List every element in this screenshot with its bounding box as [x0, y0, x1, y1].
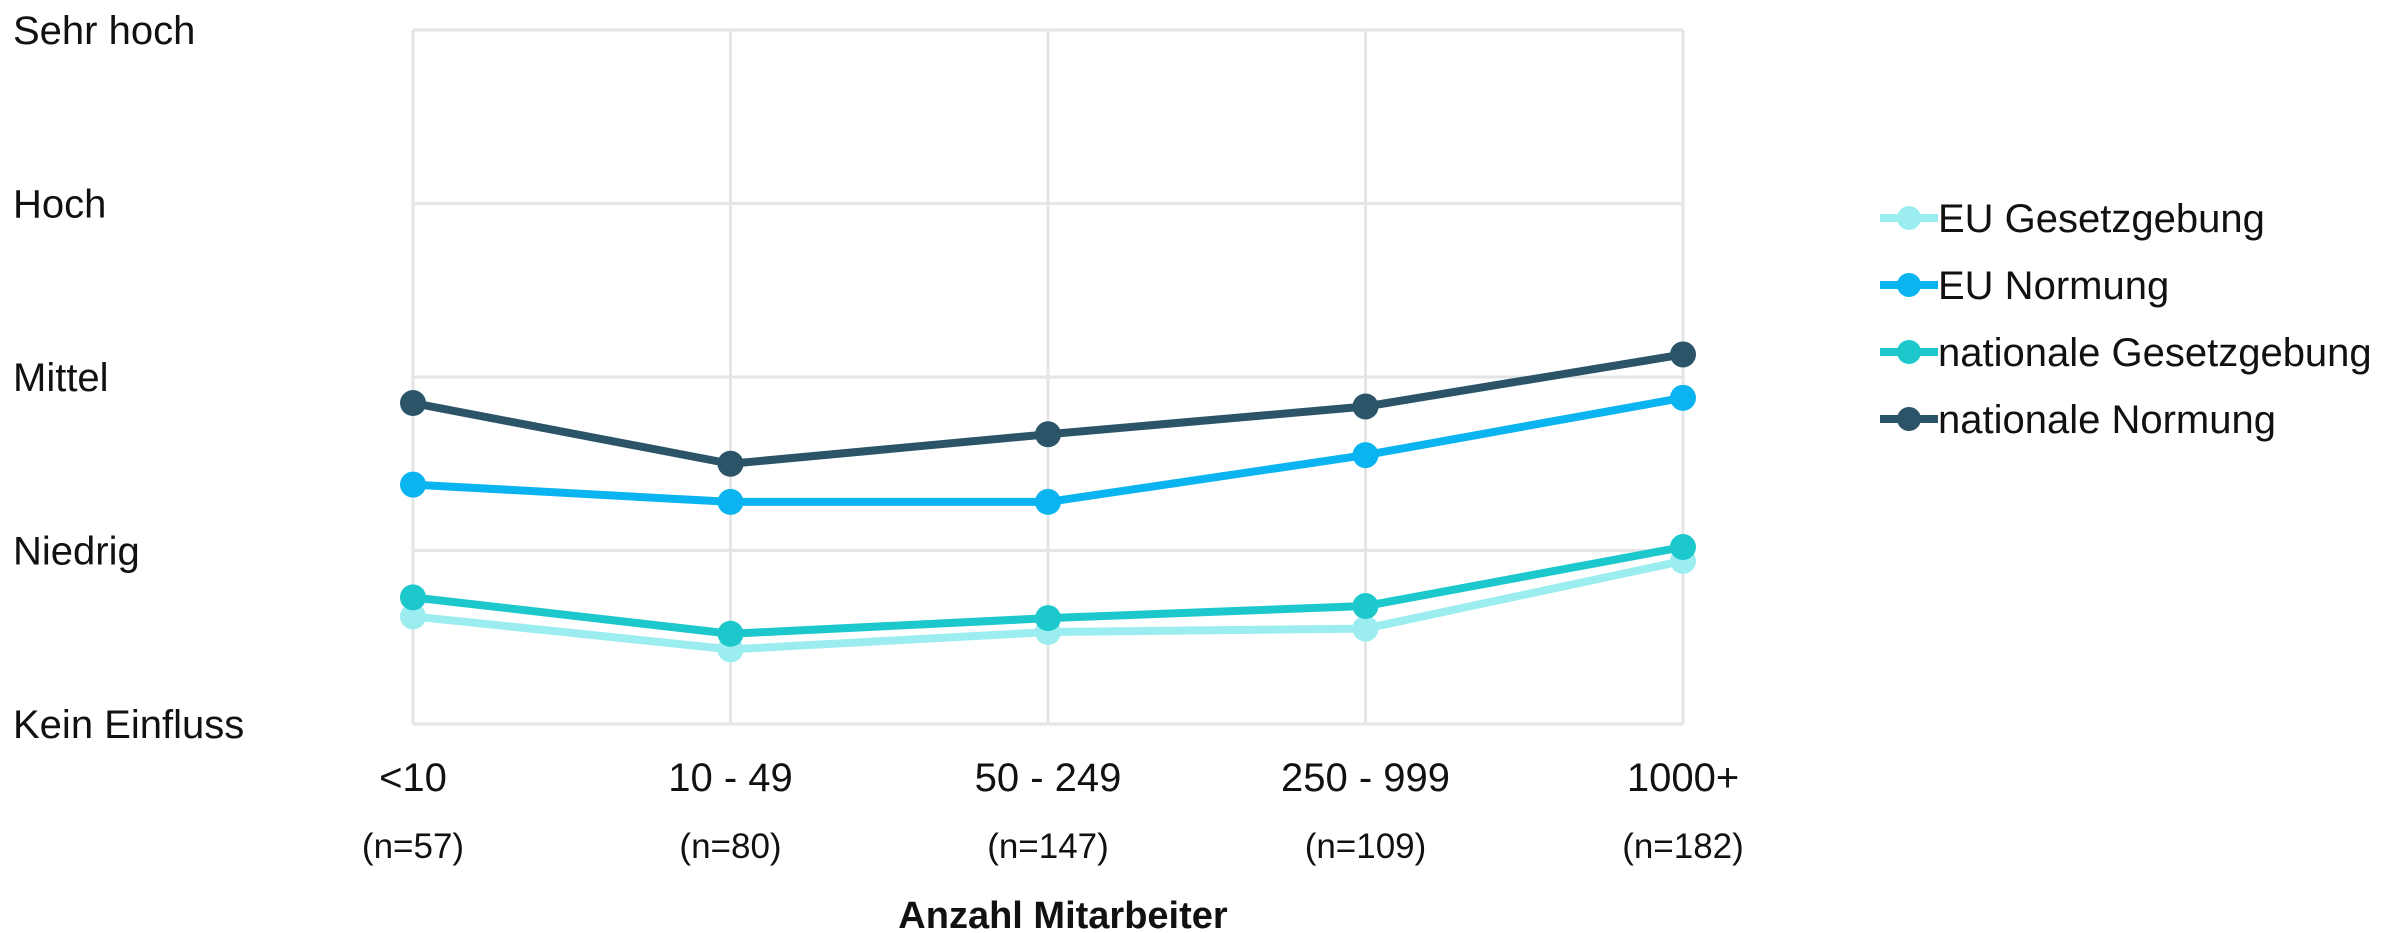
legend-item: EU Gesetzgebung: [1880, 197, 2265, 241]
chart-legend: EU Gesetzgebung EU Normung nationale Geset…: [1880, 197, 2372, 442]
data-point: [1352, 615, 1379, 642]
legend-item: EU Normung: [1880, 264, 2169, 308]
data-point: [1352, 593, 1379, 620]
y-axis-labels: Kein Einfluss Niedrig Mittel Hoch Sehr hoch: [13, 9, 244, 747]
y-tick-label: Mittel: [13, 356, 109, 400]
x-tick-label: 50 - 249: [975, 756, 1122, 800]
x-tick-label: <10: [379, 756, 447, 800]
series-group: [400, 384, 1696, 515]
x-tick-label: 10 - 49: [668, 756, 793, 800]
data-point: [717, 450, 744, 477]
legend-label: nationale Normung: [1938, 398, 2276, 442]
legend-label: EU Normung: [1938, 264, 2169, 308]
data-point: [717, 620, 744, 647]
x-tick-sample-size: (n=80): [679, 827, 781, 866]
legend-marker-icon: [1897, 340, 1921, 364]
data-point: [717, 488, 744, 515]
data-point: [400, 584, 426, 611]
x-tick-sample-size: (n=147): [987, 827, 1109, 866]
data-point: [400, 603, 426, 630]
data-point: [400, 390, 426, 417]
chart-grid: [411, 28, 1685, 726]
data-point: [1035, 605, 1061, 632]
series-group: [400, 341, 1696, 477]
x-tick-label: 250 - 999: [1281, 756, 1450, 800]
legend-label: nationale Gesetzgebung: [1938, 331, 2372, 375]
x-tick-sample-size: (n=182): [1622, 827, 1744, 866]
series-group: [400, 534, 1696, 647]
y-tick-label: Niedrig: [13, 530, 140, 574]
x-tick-label: 1000+: [1627, 756, 1739, 800]
data-point: [1035, 488, 1061, 515]
data-point: [1670, 384, 1696, 411]
x-tick-sample-size: (n=109): [1305, 827, 1427, 866]
x-axis-labels: <10 (n=57) 10 - 49 (n=80) 50 - 249 (n=147) 250…: [362, 756, 1744, 866]
x-tick-sample-size: (n=57): [362, 827, 464, 866]
data-point: [1352, 442, 1379, 469]
legend-label: EU Gesetzgebung: [1938, 197, 2265, 241]
legend-item: nationale Gesetzgebung: [1880, 331, 2372, 375]
y-tick-label: Sehr hoch: [13, 9, 195, 53]
legend-item: nationale Normung: [1880, 398, 2276, 442]
legend-marker-icon: [1897, 206, 1921, 230]
chart-series: [400, 341, 1696, 663]
data-point: [1670, 341, 1696, 368]
legend-marker-icon: [1897, 273, 1921, 297]
data-point: [1352, 393, 1379, 420]
data-point: [400, 471, 426, 498]
x-axis-title: Anzahl Mitarbeiter: [898, 895, 1228, 933]
y-tick-label: Hoch: [13, 183, 106, 227]
y-tick-label: Kein Einfluss: [13, 703, 244, 747]
data-point: [1670, 534, 1696, 561]
legend-marker-icon: [1897, 407, 1921, 431]
data-point: [1035, 421, 1061, 448]
